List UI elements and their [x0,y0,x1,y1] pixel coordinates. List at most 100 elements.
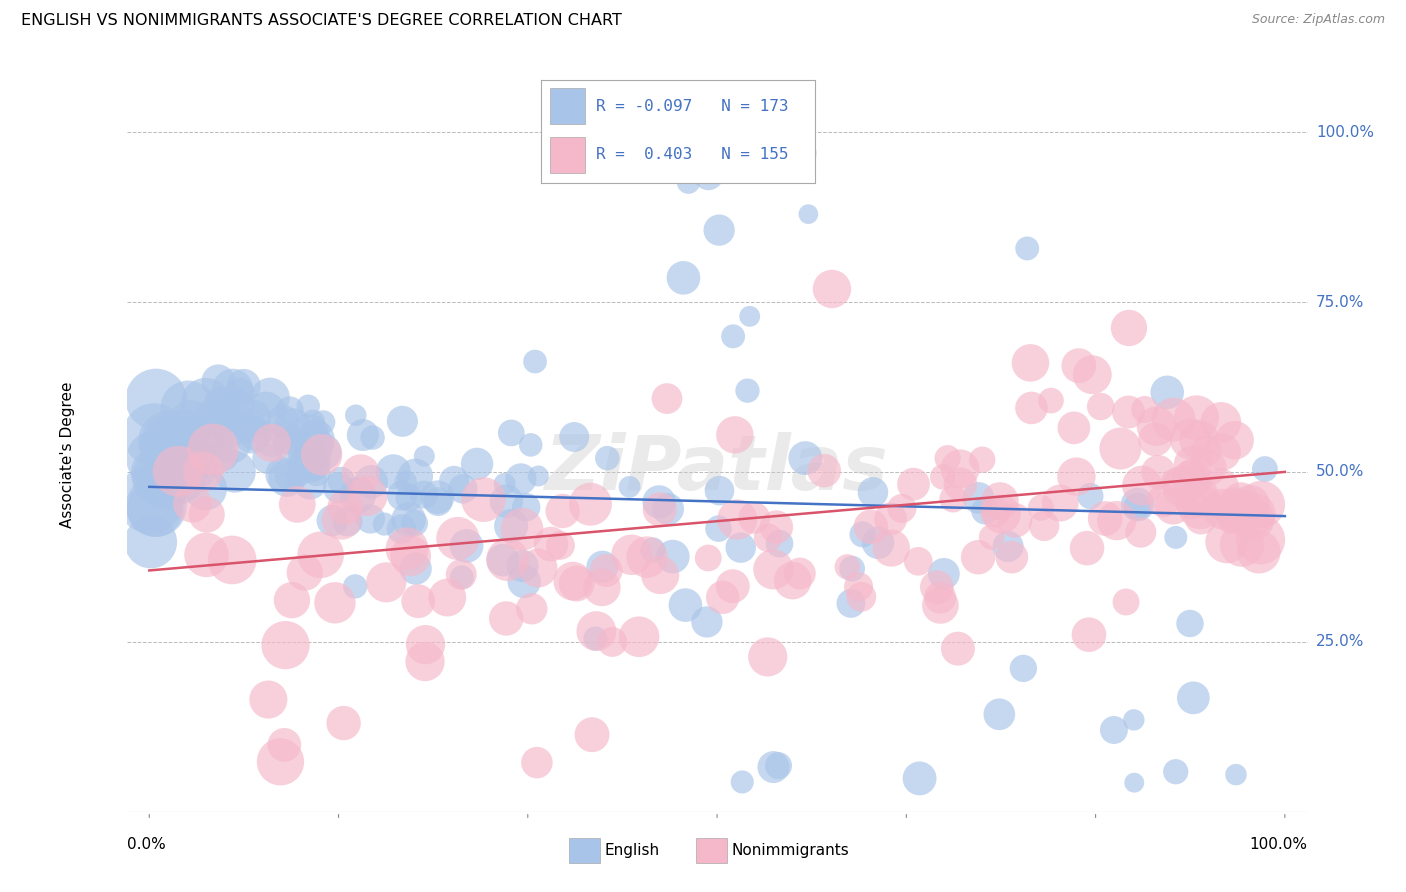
Point [862,485,884,500]
Point [232,379,254,393]
Point [1180,432,1202,446]
Point [360,475,382,489]
Point [946,641,969,656]
Point [157,434,180,449]
Point [821,282,844,296]
Point [648,502,671,516]
Point [426,490,449,504]
Point [153,475,176,489]
Point [1225,767,1247,781]
Point [866,535,889,549]
Point [768,536,790,550]
Point [1126,498,1149,512]
Point [657,502,679,516]
Point [929,599,952,613]
Point [997,540,1019,554]
Point [1212,502,1234,516]
Point [1250,498,1272,512]
Point [260,434,283,448]
Point [731,775,754,789]
Point [222,382,245,396]
Point [1105,514,1128,528]
Point [848,580,870,594]
Point [967,550,990,565]
Point [1188,433,1211,447]
Point [596,451,619,466]
Point [1049,496,1071,510]
Point [600,635,623,649]
Point [1189,500,1212,514]
Point [436,591,458,605]
Point [495,611,517,625]
Text: 25.0%: 25.0% [1316,634,1364,649]
Point [707,522,730,536]
Text: 100.0%: 100.0% [1316,125,1374,140]
Point [207,374,229,388]
Point [709,483,731,498]
Point [285,469,308,483]
Point [312,415,335,429]
Point [1129,525,1152,540]
Point [501,519,523,533]
Text: Associate's Degree: Associate's Degree [60,382,75,528]
Text: R =  0.403   N = 155: R = 0.403 N = 155 [596,147,789,162]
Point [336,515,359,529]
Point [765,520,787,534]
Point [696,615,718,629]
Point [173,441,195,455]
Point [1161,499,1184,513]
Point [305,432,328,446]
Point [1223,434,1246,448]
Point [159,438,181,452]
Point [737,384,759,398]
Point [841,562,863,576]
Point [1017,242,1039,256]
Point [1067,359,1090,373]
Point [672,270,695,285]
Point [450,570,472,584]
Point [697,551,720,566]
Point [391,414,413,428]
Point [1078,489,1101,503]
Point [271,414,294,428]
Point [1133,402,1156,417]
Point [496,552,519,566]
Point [797,207,820,221]
Point [662,549,685,564]
Point [399,549,422,563]
Point [949,477,972,491]
Point [1164,764,1187,779]
Point [1066,469,1088,483]
Point [323,596,346,610]
Point [312,445,335,459]
Text: 100.0%: 100.0% [1250,837,1308,852]
Point [1033,518,1056,533]
Point [1197,460,1219,475]
Point [143,465,166,479]
Point [1181,458,1204,472]
Point [346,488,368,502]
Point [257,692,280,706]
Point [299,475,322,490]
Point [1126,500,1149,514]
Point [837,559,859,574]
Point [1152,493,1174,508]
Point [456,539,478,553]
Point [562,430,585,444]
Point [1178,616,1201,631]
Point [229,385,252,400]
Point [352,428,374,442]
Point [1163,412,1185,426]
Point [195,508,218,522]
Point [1063,421,1085,435]
Point [391,522,413,536]
FancyBboxPatch shape [550,88,585,124]
Point [1147,465,1170,479]
Point [1076,541,1098,556]
Point [1182,690,1205,705]
Point [1241,513,1264,527]
Point [269,755,291,769]
Point [1223,501,1246,516]
Text: 50.0%: 50.0% [1316,465,1364,479]
Point [628,630,651,644]
